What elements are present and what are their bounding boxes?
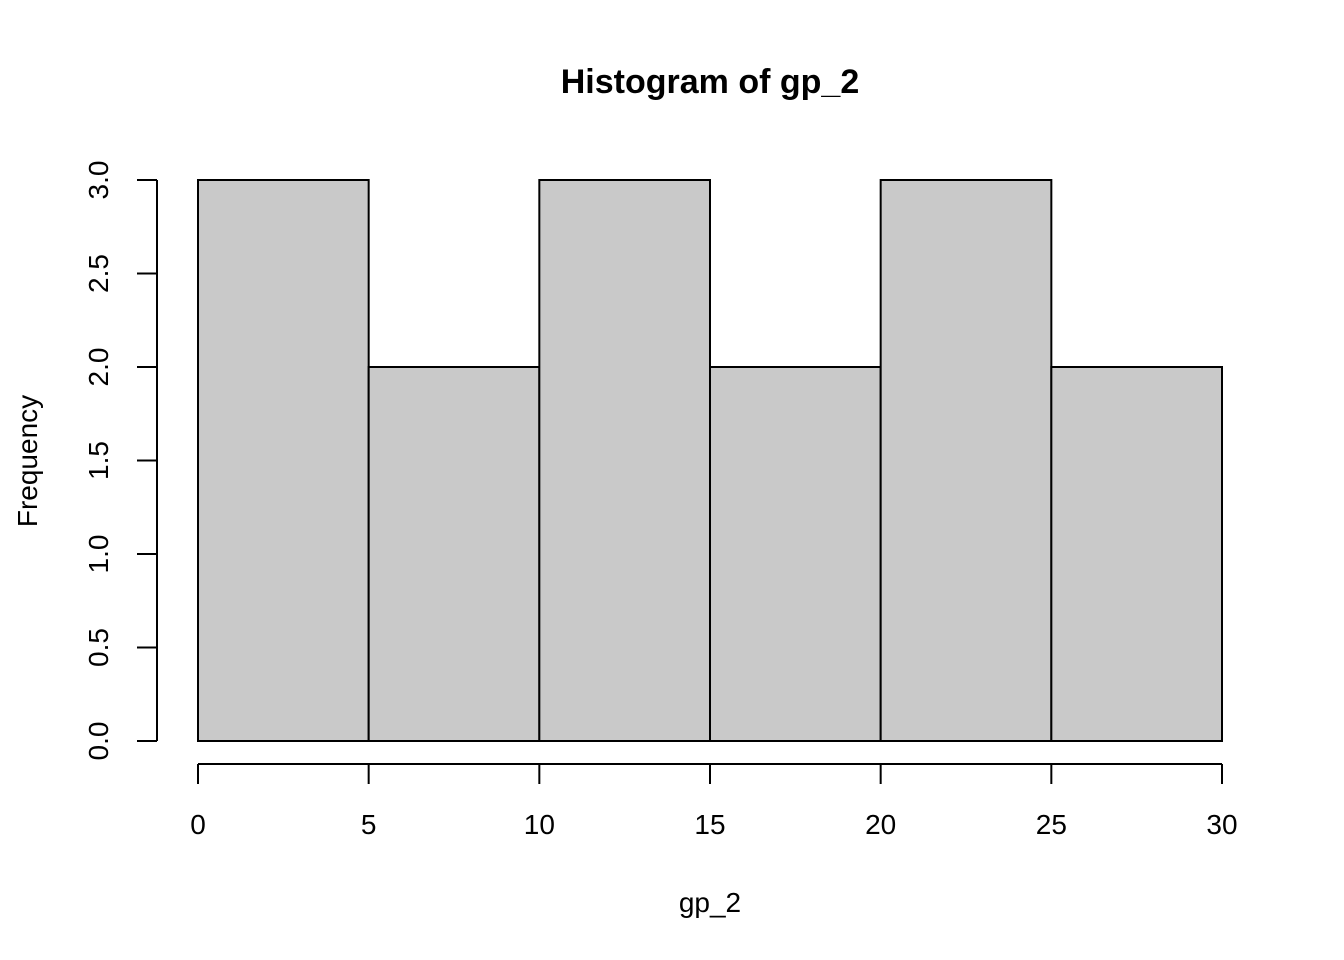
chart-title: Histogram of gp_2 [561, 63, 859, 101]
y-axis: 0.0 0.5 1.0 1.5 2.0 2.5 3.0 [83, 161, 158, 761]
x-tick-label: 30 [1206, 809, 1237, 840]
y-tick-label: 0.5 [83, 628, 114, 667]
x-axis-label: gp_2 [679, 887, 741, 918]
bars-group [197, 179, 1224, 742]
histogram-bar [538, 179, 711, 742]
y-tick-label: 1.5 [83, 441, 114, 480]
x-tick-label: 0 [190, 809, 206, 840]
y-tick-label: 2.5 [83, 254, 114, 293]
x-axis: 0 5 10 15 20 25 30 [190, 763, 1238, 840]
histogram-bar [197, 179, 370, 742]
x-tick-label: 5 [361, 809, 377, 840]
x-tick-label: 15 [694, 809, 725, 840]
y-tick-label: 0.0 [83, 722, 114, 761]
x-tick-label: 25 [1036, 809, 1067, 840]
histogram-bar [709, 366, 882, 742]
x-tick-label: 20 [865, 809, 896, 840]
y-tick-label: 3.0 [83, 161, 114, 200]
histogram-bar [367, 366, 541, 742]
y-axis-label: Frequency [12, 395, 43, 527]
histogram-bar [1050, 366, 1224, 742]
y-tick-label: 1.0 [83, 535, 114, 574]
x-tick-label: 10 [524, 809, 555, 840]
histogram-bar [879, 179, 1053, 742]
y-tick-label: 2.0 [83, 348, 114, 387]
